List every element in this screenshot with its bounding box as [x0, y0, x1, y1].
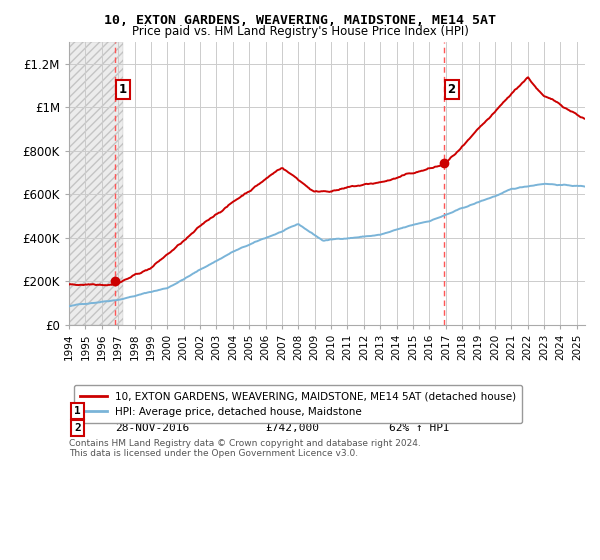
Bar	[69, 42, 123, 325]
Text: 10, EXTON GARDENS, WEAVERING, MAIDSTONE, ME14 5AT: 10, EXTON GARDENS, WEAVERING, MAIDSTONE,…	[104, 14, 496, 27]
Text: 84% ↑ HPI: 84% ↑ HPI	[389, 406, 449, 416]
Text: £201,750: £201,750	[265, 406, 319, 416]
Text: 1: 1	[74, 406, 81, 416]
Text: This data is licensed under the Open Government Licence v3.0.: This data is licensed under the Open Gov…	[69, 449, 358, 458]
Text: Price paid vs. HM Land Registry's House Price Index (HPI): Price paid vs. HM Land Registry's House …	[131, 25, 469, 38]
Text: Contains HM Land Registry data © Crown copyright and database right 2024.: Contains HM Land Registry data © Crown c…	[69, 439, 421, 448]
Legend: 10, EXTON GARDENS, WEAVERING, MAIDSTONE, ME14 5AT (detached house), HPI: Average: 10, EXTON GARDENS, WEAVERING, MAIDSTONE,…	[74, 385, 522, 423]
Text: 2: 2	[448, 83, 455, 96]
Text: 62% ↑ HPI: 62% ↑ HPI	[389, 423, 449, 433]
Text: £742,000: £742,000	[265, 423, 319, 433]
Text: 28-NOV-2016: 28-NOV-2016	[115, 423, 190, 433]
Text: 1: 1	[118, 83, 127, 96]
Text: 2: 2	[74, 423, 81, 433]
Text: 25-OCT-1996: 25-OCT-1996	[115, 406, 190, 416]
